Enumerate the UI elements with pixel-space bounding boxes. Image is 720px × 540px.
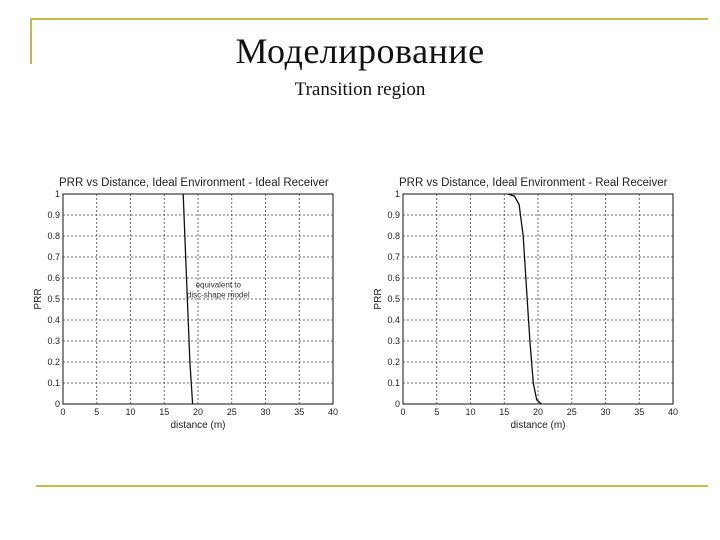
prr-chart-real-receiver: PRR vs Distance, Ideal Environment - Rea…: [373, 177, 678, 431]
prr-chart-ideal-receiver: PRR vs Distance, Ideal Environment - Ide…: [33, 177, 338, 431]
y-axis-label: PRR: [33, 288, 44, 309]
y-tick-label: 0.2: [47, 357, 60, 367]
x-tick-label: 20: [193, 407, 203, 417]
chart-title: PRR vs Distance, Ideal Environment - Rea…: [399, 177, 668, 189]
y-tick-label: 0.1: [387, 378, 400, 388]
y-tick-label: 0.6: [387, 273, 400, 283]
chart-annotation: disc-shape model: [187, 290, 250, 299]
x-tick-label: 30: [260, 407, 270, 417]
bottom-decoration-line: [36, 485, 708, 487]
x-tick-label: 15: [499, 407, 509, 417]
y-tick-label: 0.3: [387, 336, 400, 346]
y-axis-label: PRR: [373, 288, 384, 309]
y-tick-label: 0.5: [47, 294, 60, 304]
x-tick-label: 0: [400, 407, 405, 417]
slide-subtitle: Transition region: [294, 79, 426, 100]
y-tick-label: 1: [395, 189, 400, 199]
top-decoration-line: [30, 18, 708, 64]
x-axis-label: distance (m): [510, 420, 565, 431]
y-tick-label: 0.8: [387, 231, 400, 241]
y-tick-label: 0.7: [47, 252, 60, 262]
y-tick-label: 0: [55, 399, 60, 409]
y-tick-label: 0.3: [47, 336, 60, 346]
y-tick-label: 0.7: [387, 252, 400, 262]
x-tick-label: 25: [567, 407, 577, 417]
y-tick-label: 0.5: [387, 294, 400, 304]
x-tick-label: 25: [227, 407, 237, 417]
chart-title: PRR vs Distance, Ideal Environment - Ide…: [59, 177, 329, 189]
x-tick-label: 40: [668, 407, 678, 417]
x-tick-label: 10: [465, 407, 475, 417]
slide-title: Моделирование: [235, 31, 485, 71]
prr-series-line: [182, 193, 194, 405]
y-tick-label: 0.8: [47, 231, 60, 241]
y-tick-label: 0: [395, 399, 400, 409]
x-tick-label: 35: [634, 407, 644, 417]
x-tick-label: 30: [600, 407, 610, 417]
y-tick-label: 0.9: [387, 210, 400, 220]
y-tick-label: 0.9: [47, 210, 60, 220]
x-tick-label: 10: [125, 407, 135, 417]
y-tick-label: 0.4: [47, 315, 60, 325]
x-tick-label: 40: [328, 407, 338, 417]
y-tick-label: 1: [55, 189, 60, 199]
x-axis-label: distance (m): [170, 420, 225, 431]
y-tick-label: 0.4: [387, 315, 400, 325]
y-tick-label: 0.1: [47, 378, 60, 388]
x-tick-label: 5: [434, 407, 439, 417]
chart-annotation: equivalent to: [196, 280, 242, 289]
x-tick-label: 5: [94, 407, 99, 417]
prr-series-line: [507, 193, 542, 405]
x-tick-label: 15: [159, 407, 169, 417]
x-tick-label: 20: [533, 407, 543, 417]
y-tick-label: 0.6: [47, 273, 60, 283]
x-tick-label: 0: [60, 407, 65, 417]
y-tick-label: 0.2: [387, 357, 400, 367]
x-tick-label: 35: [294, 407, 304, 417]
